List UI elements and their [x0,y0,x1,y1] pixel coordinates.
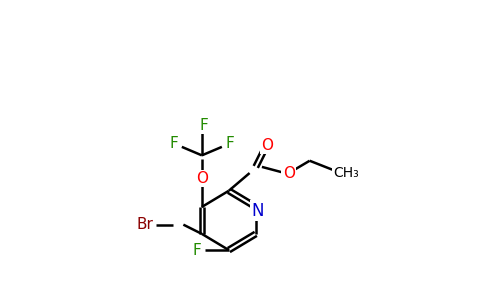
Text: CH₃: CH₃ [334,166,360,180]
Text: N: N [252,202,264,220]
Text: O: O [196,171,208,186]
Text: F: F [225,136,234,151]
Text: O: O [283,166,295,181]
Text: O: O [261,138,273,153]
Text: F: F [170,136,179,151]
Text: F: F [199,118,208,133]
Text: Br: Br [136,217,153,232]
Text: F: F [193,243,202,258]
